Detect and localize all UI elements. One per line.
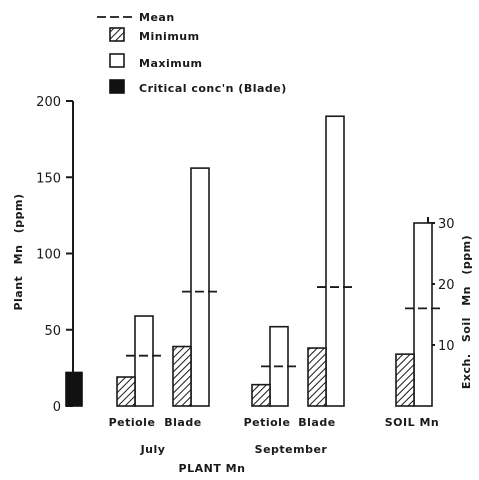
- right-axis-tick-label: 30: [438, 217, 455, 232]
- left-axis-title-part: Plant: [12, 276, 25, 311]
- right-axis-title-part: Mn: [460, 286, 473, 306]
- legend: Mean Minimum Maximum Critical conc'n (Bl…: [97, 11, 287, 95]
- left-axis-title: Plant Mn (ppm): [12, 193, 25, 310]
- bar-critical-concentration: [65, 371, 83, 407]
- bar-maximum-september-blade: [325, 115, 345, 407]
- right-axis: 10 20 30 Exch. Soil Mn (ppm): [427, 217, 473, 406]
- bar-minimum-september-blade: [307, 347, 327, 407]
- x-axis-title: PLANT Mn: [179, 462, 246, 475]
- group-label-july: July: [140, 443, 166, 456]
- bar-minimum-july-petiole: [116, 376, 136, 407]
- left-axis: 0 50 100 150 200 Plant Mn (ppm): [12, 95, 74, 415]
- legend-critical-swatch: [109, 79, 125, 94]
- right-axis-title-part: (ppm): [460, 235, 473, 275]
- bars: [65, 115, 441, 407]
- left-axis-tick-label: 150: [36, 171, 61, 186]
- legend-mean-label: Mean: [139, 11, 175, 24]
- left-axis-title-part: (ppm): [12, 193, 25, 233]
- left-axis-tick-label: 100: [36, 248, 61, 263]
- legend-critical-label: Critical conc'n (Blade): [139, 82, 287, 95]
- right-axis-tick-label: 20: [438, 278, 455, 293]
- bar-maximum-july-blade: [190, 167, 210, 407]
- right-axis-title-part: Soil: [460, 317, 473, 342]
- bar-maximum-july-petiole: [134, 315, 154, 407]
- bar-maximum-soil: [413, 222, 433, 407]
- left-axis-tick-label: 200: [36, 95, 61, 110]
- category-labels: Petiole Blade Petiole Blade SOIL Mn July…: [109, 416, 439, 475]
- right-axis-tick-label: 10: [438, 339, 455, 354]
- legend-maximum-swatch: [109, 53, 125, 68]
- category-label-soil: SOIL Mn: [385, 416, 439, 429]
- legend-minimum-swatch: [109, 27, 125, 42]
- bar-minimum-september-petiole: [251, 383, 271, 407]
- left-axis-title-part: Mn: [12, 245, 25, 265]
- bar-minimum-july-blade: [172, 345, 192, 407]
- bar-minimum-soil: [395, 353, 415, 407]
- category-label-september-petiole: Petiole: [244, 416, 291, 429]
- right-axis-title: Exch. Soil Mn (ppm): [460, 235, 473, 389]
- category-label-september-blade: Blade: [298, 416, 335, 429]
- category-label-july-petiole: Petiole: [109, 416, 156, 429]
- left-axis-tick-label: 0: [53, 400, 61, 415]
- group-label-september: September: [255, 443, 328, 456]
- legend-maximum-label: Maximum: [139, 57, 203, 70]
- right-axis-title-part: Exch.: [460, 353, 473, 389]
- legend-minimum-label: Minimum: [139, 30, 200, 43]
- category-label-july-blade: Blade: [164, 416, 201, 429]
- left-axis-tick-label: 50: [44, 324, 61, 339]
